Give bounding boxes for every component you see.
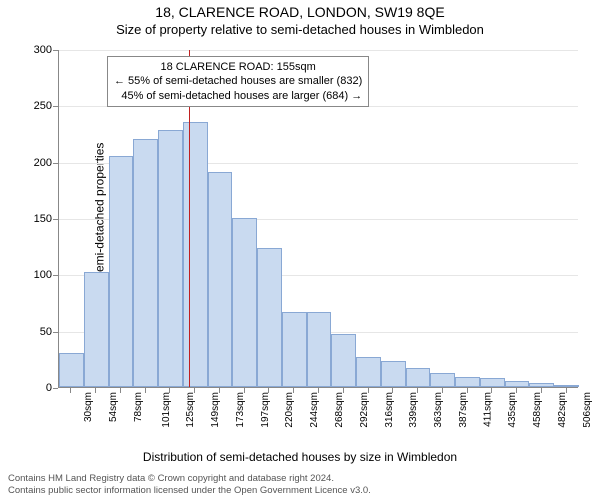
- x-tick-mark: [293, 388, 294, 393]
- credit-line-1: Contains HM Land Registry data © Crown c…: [8, 473, 592, 484]
- x-tick-label: 363sqm: [433, 392, 444, 428]
- x-tick-mark: [120, 388, 121, 393]
- y-tick-mark: [53, 50, 58, 51]
- histogram-bar: [356, 357, 381, 387]
- x-tick-mark: [169, 388, 170, 393]
- x-tick-mark: [244, 388, 245, 393]
- histogram-bar: [208, 172, 233, 387]
- y-tick-mark: [53, 332, 58, 333]
- plot-area: 18 CLARENCE ROAD: 155sqm ← 55% of semi-d…: [58, 50, 578, 388]
- histogram-bar: [133, 139, 158, 387]
- x-tick-mark: [343, 388, 344, 393]
- x-tick-label: 268sqm: [334, 392, 345, 428]
- x-tick-mark: [392, 388, 393, 393]
- x-tick-mark: [219, 388, 220, 393]
- x-tick-mark: [70, 388, 71, 393]
- histogram-bar: [307, 312, 332, 387]
- x-tick-label: 78sqm: [133, 392, 144, 422]
- x-tick-label: 316sqm: [383, 392, 394, 428]
- histogram-bar: [455, 377, 480, 387]
- x-tick-label: 149sqm: [210, 392, 221, 428]
- x-tick-label: 506sqm: [581, 392, 592, 428]
- x-tick-mark: [417, 388, 418, 393]
- x-tick-label: 54sqm: [108, 392, 119, 422]
- x-tick-label: 458sqm: [532, 392, 543, 428]
- histogram-bar: [554, 385, 579, 387]
- histogram-bar: [529, 383, 554, 388]
- histogram-bar: [331, 334, 356, 387]
- y-tick-mark: [53, 388, 58, 389]
- x-tick-mark: [95, 388, 96, 393]
- x-tick-mark: [368, 388, 369, 393]
- axes-frame: 18 CLARENCE ROAD: 155sqm ← 55% of semi-d…: [58, 50, 578, 388]
- x-tick-label: 101sqm: [160, 392, 171, 428]
- histogram-bar: [381, 361, 406, 387]
- x-tick-mark: [145, 388, 146, 393]
- x-tick-label: 387sqm: [458, 392, 469, 428]
- x-tick-mark: [194, 388, 195, 393]
- credit-line-2: Contains public sector information licen…: [8, 485, 592, 496]
- x-tick-label: 292sqm: [359, 392, 370, 428]
- histogram-bar: [158, 130, 183, 387]
- histogram-bar: [84, 272, 109, 387]
- histogram-bar: [430, 373, 455, 387]
- x-tick-label: 173sqm: [235, 392, 246, 428]
- x-tick-mark: [318, 388, 319, 393]
- annotation-line-1: 18 CLARENCE ROAD: 155sqm: [114, 60, 362, 74]
- y-tick-label: 300: [34, 44, 52, 56]
- y-tick-mark: [53, 275, 58, 276]
- x-tick-label: 339sqm: [408, 392, 419, 428]
- x-tick-mark: [516, 388, 517, 393]
- y-tick-label: 50: [40, 326, 52, 338]
- histogram-bar: [183, 122, 208, 387]
- histogram-bar: [232, 218, 257, 387]
- x-tick-label: 244sqm: [309, 392, 320, 428]
- y-tick-label: 250: [34, 100, 52, 112]
- histogram-bar: [109, 156, 134, 387]
- y-tick-label: 0: [46, 382, 52, 394]
- x-tick-label: 482sqm: [557, 392, 568, 428]
- y-tick-mark: [53, 219, 58, 220]
- x-tick-label: 125sqm: [185, 392, 196, 428]
- histogram-bar: [282, 312, 307, 387]
- annotation-line-3: 45% of semi-detached houses are larger (…: [114, 89, 362, 103]
- annotation-box: 18 CLARENCE ROAD: 155sqm ← 55% of semi-d…: [107, 56, 369, 107]
- x-axis-label: Distribution of semi-detached houses by …: [0, 450, 600, 464]
- histogram-bar: [480, 378, 505, 387]
- chart-title-sub: Size of property relative to semi-detach…: [0, 22, 600, 37]
- x-tick-mark: [491, 388, 492, 393]
- x-tick-mark: [467, 388, 468, 393]
- y-tick-label: 150: [34, 213, 52, 225]
- histogram-bar: [406, 368, 431, 387]
- chart-title-main: 18, CLARENCE ROAD, LONDON, SW19 8QE: [0, 4, 600, 20]
- x-tick-label: 197sqm: [259, 392, 270, 428]
- histogram-bar: [257, 248, 282, 387]
- x-tick-mark: [541, 388, 542, 393]
- x-tick-mark: [566, 388, 567, 393]
- y-tick-label: 200: [34, 157, 52, 169]
- y-tick-label: 100: [34, 269, 52, 281]
- x-tick-label: 30sqm: [83, 392, 94, 422]
- x-tick-label: 435sqm: [507, 392, 518, 428]
- x-tick-label: 411sqm: [482, 392, 493, 427]
- x-tick-label: 220sqm: [284, 392, 295, 428]
- y-tick-mark: [53, 106, 58, 107]
- histogram-bar: [505, 381, 530, 387]
- x-tick-mark: [442, 388, 443, 393]
- credits: Contains HM Land Registry data © Crown c…: [8, 473, 592, 496]
- annotation-line-2: ← 55% of semi-detached houses are smalle…: [114, 74, 362, 88]
- y-tick-mark: [53, 163, 58, 164]
- x-tick-mark: [268, 388, 269, 393]
- histogram-bar: [59, 353, 84, 387]
